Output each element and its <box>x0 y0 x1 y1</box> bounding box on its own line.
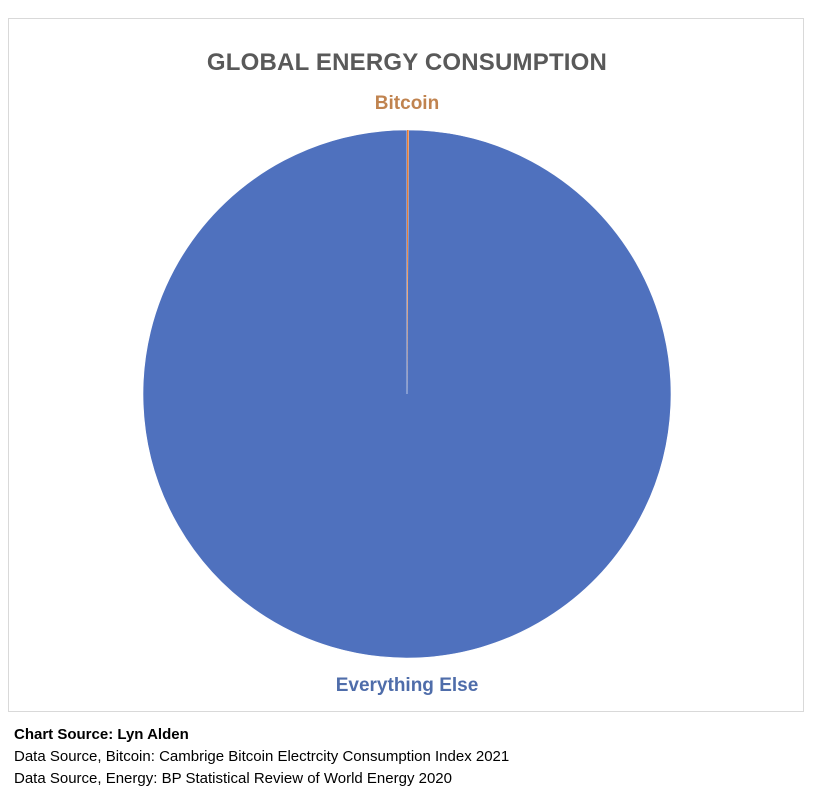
slice-label-bitcoin: Bitcoin <box>374 93 440 114</box>
slice-label-everything-else: Everything Else <box>335 675 479 696</box>
energy-data-source-note: Data Source, Energy: BP Statistical Revi… <box>14 770 452 787</box>
pie-slice-everything-else <box>142 129 672 659</box>
chart-area: GLOBAL ENERGY CONSUMPTION Bitcoin Everyt… <box>8 18 804 712</box>
source-notes: Chart Source: Lyn Alden Data Source, Bit… <box>14 724 509 790</box>
pie-chart <box>142 129 672 659</box>
pie-slice-bitcoin-highlight <box>407 130 409 394</box>
chart-title: GLOBAL ENERGY CONSUMPTION <box>206 49 608 76</box>
bitcoin-data-source-note: Data Source, Bitcoin: Cambrige Bitcoin E… <box>14 748 510 765</box>
chart-source-note: Chart Source: Lyn Alden <box>14 726 189 743</box>
